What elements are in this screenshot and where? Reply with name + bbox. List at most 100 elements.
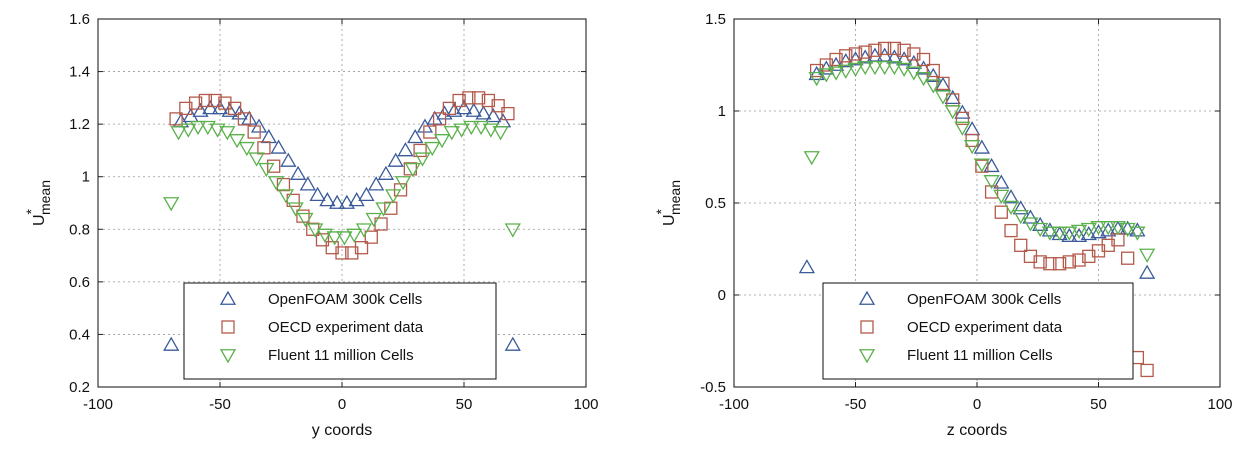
data-point: [270, 139, 287, 154]
data-point: [916, 52, 931, 67]
data-point: [876, 60, 893, 76]
data-point: [346, 228, 363, 243]
data-point: [169, 112, 183, 126]
data-point: [280, 152, 297, 167]
data-point: [1100, 221, 1117, 236]
data-point: [1070, 227, 1088, 243]
data-point: [387, 152, 404, 167]
data-point: [163, 336, 180, 351]
data-point: [936, 76, 950, 91]
data-point: [944, 105, 961, 120]
x-tick-label: 0: [973, 396, 981, 413]
data-point: [465, 102, 482, 117]
data-point: [384, 201, 398, 215]
data-point: [829, 52, 843, 67]
data-point: [1041, 226, 1059, 241]
legend-marker: [219, 349, 237, 364]
data-point: [446, 102, 463, 117]
data-point: [365, 212, 382, 228]
data-point: [492, 126, 509, 141]
data-point: [1061, 226, 1078, 241]
y-tick-label: 1: [82, 169, 90, 186]
data-point: [433, 134, 451, 149]
data-point: [973, 158, 990, 173]
legend-box: [183, 282, 497, 380]
data-point: [878, 41, 892, 56]
data-point: [1100, 222, 1117, 237]
legend-label: OECD experiment data: [268, 319, 424, 336]
data-point: [237, 112, 252, 126]
data-point: [414, 152, 431, 167]
y-tick-label: 1.4: [69, 64, 90, 81]
data-point: [257, 141, 271, 155]
y-axis-label-sup: *: [23, 208, 39, 214]
data-point: [1072, 253, 1086, 267]
data-point: [491, 99, 505, 113]
data-point: [211, 100, 229, 115]
data-point: [287, 202, 304, 217]
data-point: [847, 62, 864, 77]
data-point: [188, 96, 203, 110]
data-point: [221, 102, 238, 117]
y-axis-label: U*mean: [23, 180, 53, 226]
data-point: [897, 43, 911, 57]
data-point: [199, 120, 216, 136]
data-point: [504, 336, 521, 351]
data-point: [983, 157, 1000, 173]
x-tick-label: 100: [1207, 396, 1232, 413]
data-point: [309, 186, 326, 202]
data-point: [299, 176, 316, 191]
data-point: [218, 96, 232, 110]
y-tick-label: 1.2: [69, 116, 90, 133]
data-point: [462, 91, 476, 105]
data-point: [1109, 221, 1127, 236]
data-point: [1043, 257, 1057, 271]
data-point: [316, 228, 334, 243]
data-point: [248, 152, 265, 167]
legend: OpenFOAM 300k Cells OECD experiment data F…: [183, 282, 497, 380]
x-tick-label: 0: [338, 396, 346, 413]
data-point: [319, 192, 336, 207]
data-point: [277, 189, 295, 204]
data-point: [276, 177, 291, 192]
data-point: [1140, 363, 1154, 378]
y-tick-label: 0: [718, 287, 726, 304]
data-point: [964, 140, 981, 155]
legend-label: OpenFOAM 300k Cells: [907, 291, 1061, 308]
series-triangle-down: [163, 120, 521, 246]
data-point: [954, 121, 971, 136]
data-point: [1138, 248, 1156, 263]
data-point: [238, 141, 255, 157]
y-tick-label: 0.2: [69, 379, 90, 396]
x-axis-label: z coords: [947, 422, 1007, 439]
data-point: [1032, 216, 1049, 231]
data-point: [328, 194, 346, 209]
data-point: [471, 91, 486, 105]
y-tick-label: 0.4: [69, 326, 90, 343]
data-point: [354, 241, 369, 255]
data-point: [1129, 226, 1146, 241]
data-point: [260, 128, 277, 144]
data-point: [1012, 209, 1029, 225]
data-point: [407, 128, 424, 144]
data-point: [1090, 221, 1107, 236]
data-point: [1002, 189, 1020, 204]
data-point: [182, 107, 199, 123]
data-point: [326, 231, 343, 246]
data-point: [994, 205, 1008, 219]
data-point: [818, 68, 835, 83]
legend-marker: [860, 320, 874, 334]
data-point: [355, 223, 373, 238]
data-point: [267, 176, 285, 191]
data-point: [364, 230, 378, 244]
legend-marker: [219, 290, 237, 305]
y-axis-label-sub: mean: [37, 180, 53, 215]
data-point: [955, 111, 970, 126]
data-point: [443, 126, 460, 141]
data-point: [481, 93, 496, 108]
y-axis-label-sup: *: [653, 208, 669, 214]
data-point: [944, 89, 961, 105]
y-axis-label-sub: mean: [667, 180, 683, 215]
